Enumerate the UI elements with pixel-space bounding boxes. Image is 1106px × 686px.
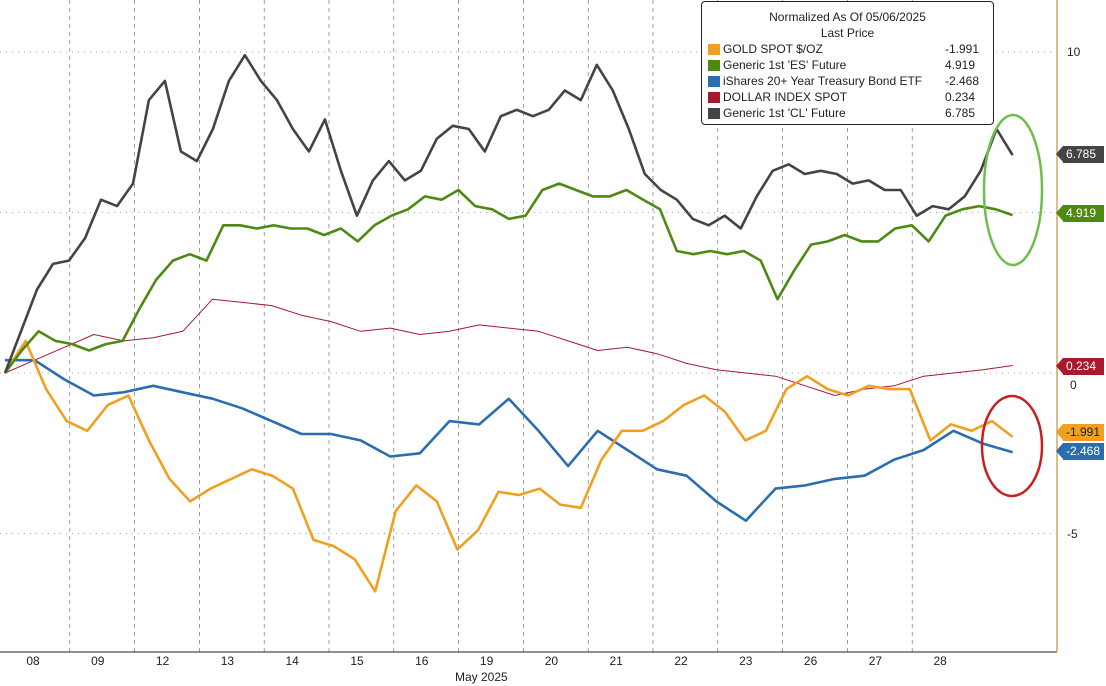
legend-swatch <box>708 91 720 103</box>
last-value-tag-gold: -1.991 <box>1055 424 1105 441</box>
legend-item: DOLLAR INDEX SPOT 0.234 <box>708 89 987 105</box>
x-tick-label: 27 <box>868 654 883 668</box>
legend-series-name: GOLD SPOT $/OZ <box>723 42 823 56</box>
legend-item: GOLD SPOT $/OZ -1.991 <box>708 41 987 57</box>
x-tick-label: 28 <box>933 654 947 668</box>
last-value-tag-treasury: -2.468 <box>1055 443 1105 460</box>
x-tick-label: 21 <box>609 654 623 668</box>
x-tick-label: 20 <box>544 654 559 668</box>
series-line-3 <box>4 298 1013 396</box>
x-tick-label: 08 <box>26 654 40 668</box>
legend: Normalized As Of 05/06/2025 Last Price G… <box>701 1 994 125</box>
legend-series-value: 6.785 <box>945 106 976 120</box>
legend-series-name: iShares 20+ Year Treasury Bond ETF <box>723 74 923 88</box>
x-tick-label: 22 <box>674 654 688 668</box>
legend-swatch <box>708 75 720 87</box>
x-tick-label: 19 <box>479 654 494 668</box>
x-tick-label: 23 <box>739 654 753 668</box>
legend-series-name: Generic 1st 'ES' Future <box>723 58 847 72</box>
legend-item: Generic 1st 'ES' Future 4.919 <box>708 57 987 73</box>
x-tick-label: 09 <box>91 654 105 668</box>
legend-item: iShares 20+ Year Treasury Bond ETF -2.468 <box>708 73 987 89</box>
last-value-tag-es: 4.919 <box>1056 205 1104 222</box>
last-value-tag-dollar: 0.234 <box>1056 358 1104 375</box>
x-tick-label: 15 <box>350 654 364 668</box>
legend-swatch <box>708 107 720 119</box>
legend-item: Generic 1st 'CL' Future 6.785 <box>708 105 987 121</box>
y-tick-label: 0 <box>1070 378 1077 392</box>
legend-swatch <box>708 59 720 71</box>
legend-series-value: 0.234 <box>945 90 976 104</box>
y-tick-label: 10 <box>1067 45 1081 59</box>
legend-title: Normalized As Of 05/06/2025 <box>769 10 926 24</box>
x-tick-label: 16 <box>415 654 429 668</box>
legend-series-value: 4.919 <box>945 58 976 72</box>
series-line-2 <box>5 358 1013 523</box>
x-tick-label: 12 <box>155 654 170 668</box>
x-axis-label: May 2025 <box>455 670 508 684</box>
legend-subtitle: Last Price <box>820 26 875 40</box>
legend-series-name: DOLLAR INDEX SPOT <box>723 90 848 104</box>
series-line-0 <box>3 339 1014 593</box>
legend-series-value: -2.468 <box>945 74 980 88</box>
series-line-1 <box>3 182 1014 374</box>
legend-series-name: Generic 1st 'CL' Future <box>723 106 846 120</box>
legend-series-value: -1.991 <box>945 42 980 56</box>
y-tick-label: -5 <box>1067 527 1078 541</box>
series-line-4 <box>3 53 1014 374</box>
x-tick-label: 13 <box>220 654 235 668</box>
last-value-tag-cl: 6.785 <box>1056 146 1104 163</box>
annotation-ellipse-green <box>982 113 1044 267</box>
x-tick-label: 14 <box>285 654 299 668</box>
annotation-ellipse-red <box>980 394 1044 498</box>
x-tick-label: 26 <box>803 654 818 668</box>
legend-swatch <box>708 43 720 55</box>
